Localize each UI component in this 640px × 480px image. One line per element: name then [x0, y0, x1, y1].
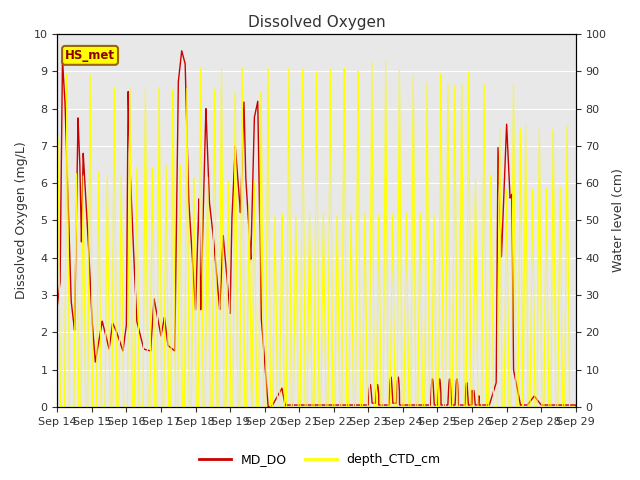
Legend: MD_DO, depth_CTD_cm: MD_DO, depth_CTD_cm [195, 448, 445, 471]
Y-axis label: Water level (cm): Water level (cm) [612, 168, 625, 272]
Y-axis label: Dissolved Oxygen (mg/L): Dissolved Oxygen (mg/L) [15, 142, 28, 300]
Text: HS_met: HS_met [65, 49, 115, 62]
Title: Dissolved Oxygen: Dissolved Oxygen [248, 15, 385, 30]
